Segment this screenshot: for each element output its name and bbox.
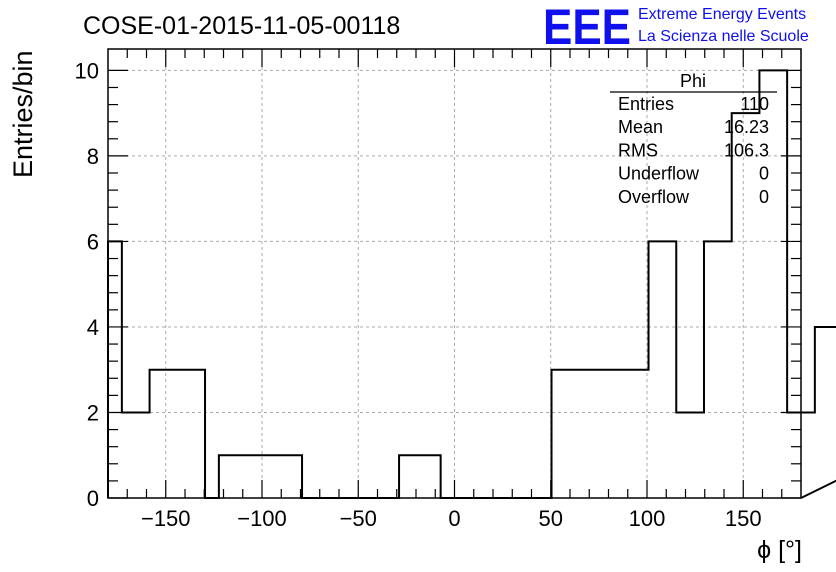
plot-title: COSE-01-2015-11-05-00118 bbox=[83, 12, 400, 40]
x-tick-label: 100 bbox=[629, 506, 666, 531]
stats-label: Overflow bbox=[618, 187, 690, 207]
stats-value: 0 bbox=[759, 187, 769, 207]
logo-line-2: La Scienza nelle Scuole bbox=[638, 28, 809, 45]
x-tick-label: 50 bbox=[539, 506, 563, 531]
eee-logo: EEE Extreme Energy Events La Scienza nel… bbox=[543, 0, 809, 55]
y-tick-label: 2 bbox=[87, 400, 99, 425]
stats-box: Phi Entries 110 Mean 16.23 RMS 106.3 Underflow… bbox=[610, 71, 777, 207]
x-tick-label: 0 bbox=[448, 506, 460, 531]
logo-line-1: Extreme Energy Events bbox=[638, 6, 806, 23]
stats-label: Underflow bbox=[618, 164, 700, 184]
stats-title: Phi bbox=[680, 71, 706, 91]
x-tick-label: −50 bbox=[340, 506, 377, 531]
stats-label: Entries bbox=[618, 94, 674, 114]
stats-value: 0 bbox=[759, 164, 769, 184]
stats-label: Mean bbox=[618, 117, 663, 137]
stats-value: 110 bbox=[740, 94, 769, 114]
y-tick-label: 8 bbox=[87, 144, 99, 169]
axis-tick-labels: −150 −100 −50 0 50 100 150 0 2 4 6 8 10 bbox=[75, 58, 762, 531]
y-tick-label: 10 bbox=[75, 58, 99, 83]
x-tick-label: −100 bbox=[237, 506, 287, 531]
grid-lines bbox=[108, 49, 801, 498]
y-tick-label: 6 bbox=[87, 229, 99, 254]
x-axis-label: ϕ [°] bbox=[757, 536, 802, 564]
y-tick-label: 4 bbox=[87, 315, 99, 340]
x-tick-label: 150 bbox=[725, 506, 762, 531]
axis-ticks bbox=[108, 49, 801, 499]
stats-label: RMS bbox=[618, 140, 658, 160]
y-tick-label: 0 bbox=[87, 486, 99, 511]
x-tick-label: −150 bbox=[141, 506, 191, 531]
stats-value: 16.23 bbox=[724, 117, 769, 137]
y-axis-label: Entries/bin bbox=[8, 50, 38, 178]
stats-value: 106.3 bbox=[724, 140, 769, 160]
logo-mark: EEE bbox=[543, 0, 631, 55]
